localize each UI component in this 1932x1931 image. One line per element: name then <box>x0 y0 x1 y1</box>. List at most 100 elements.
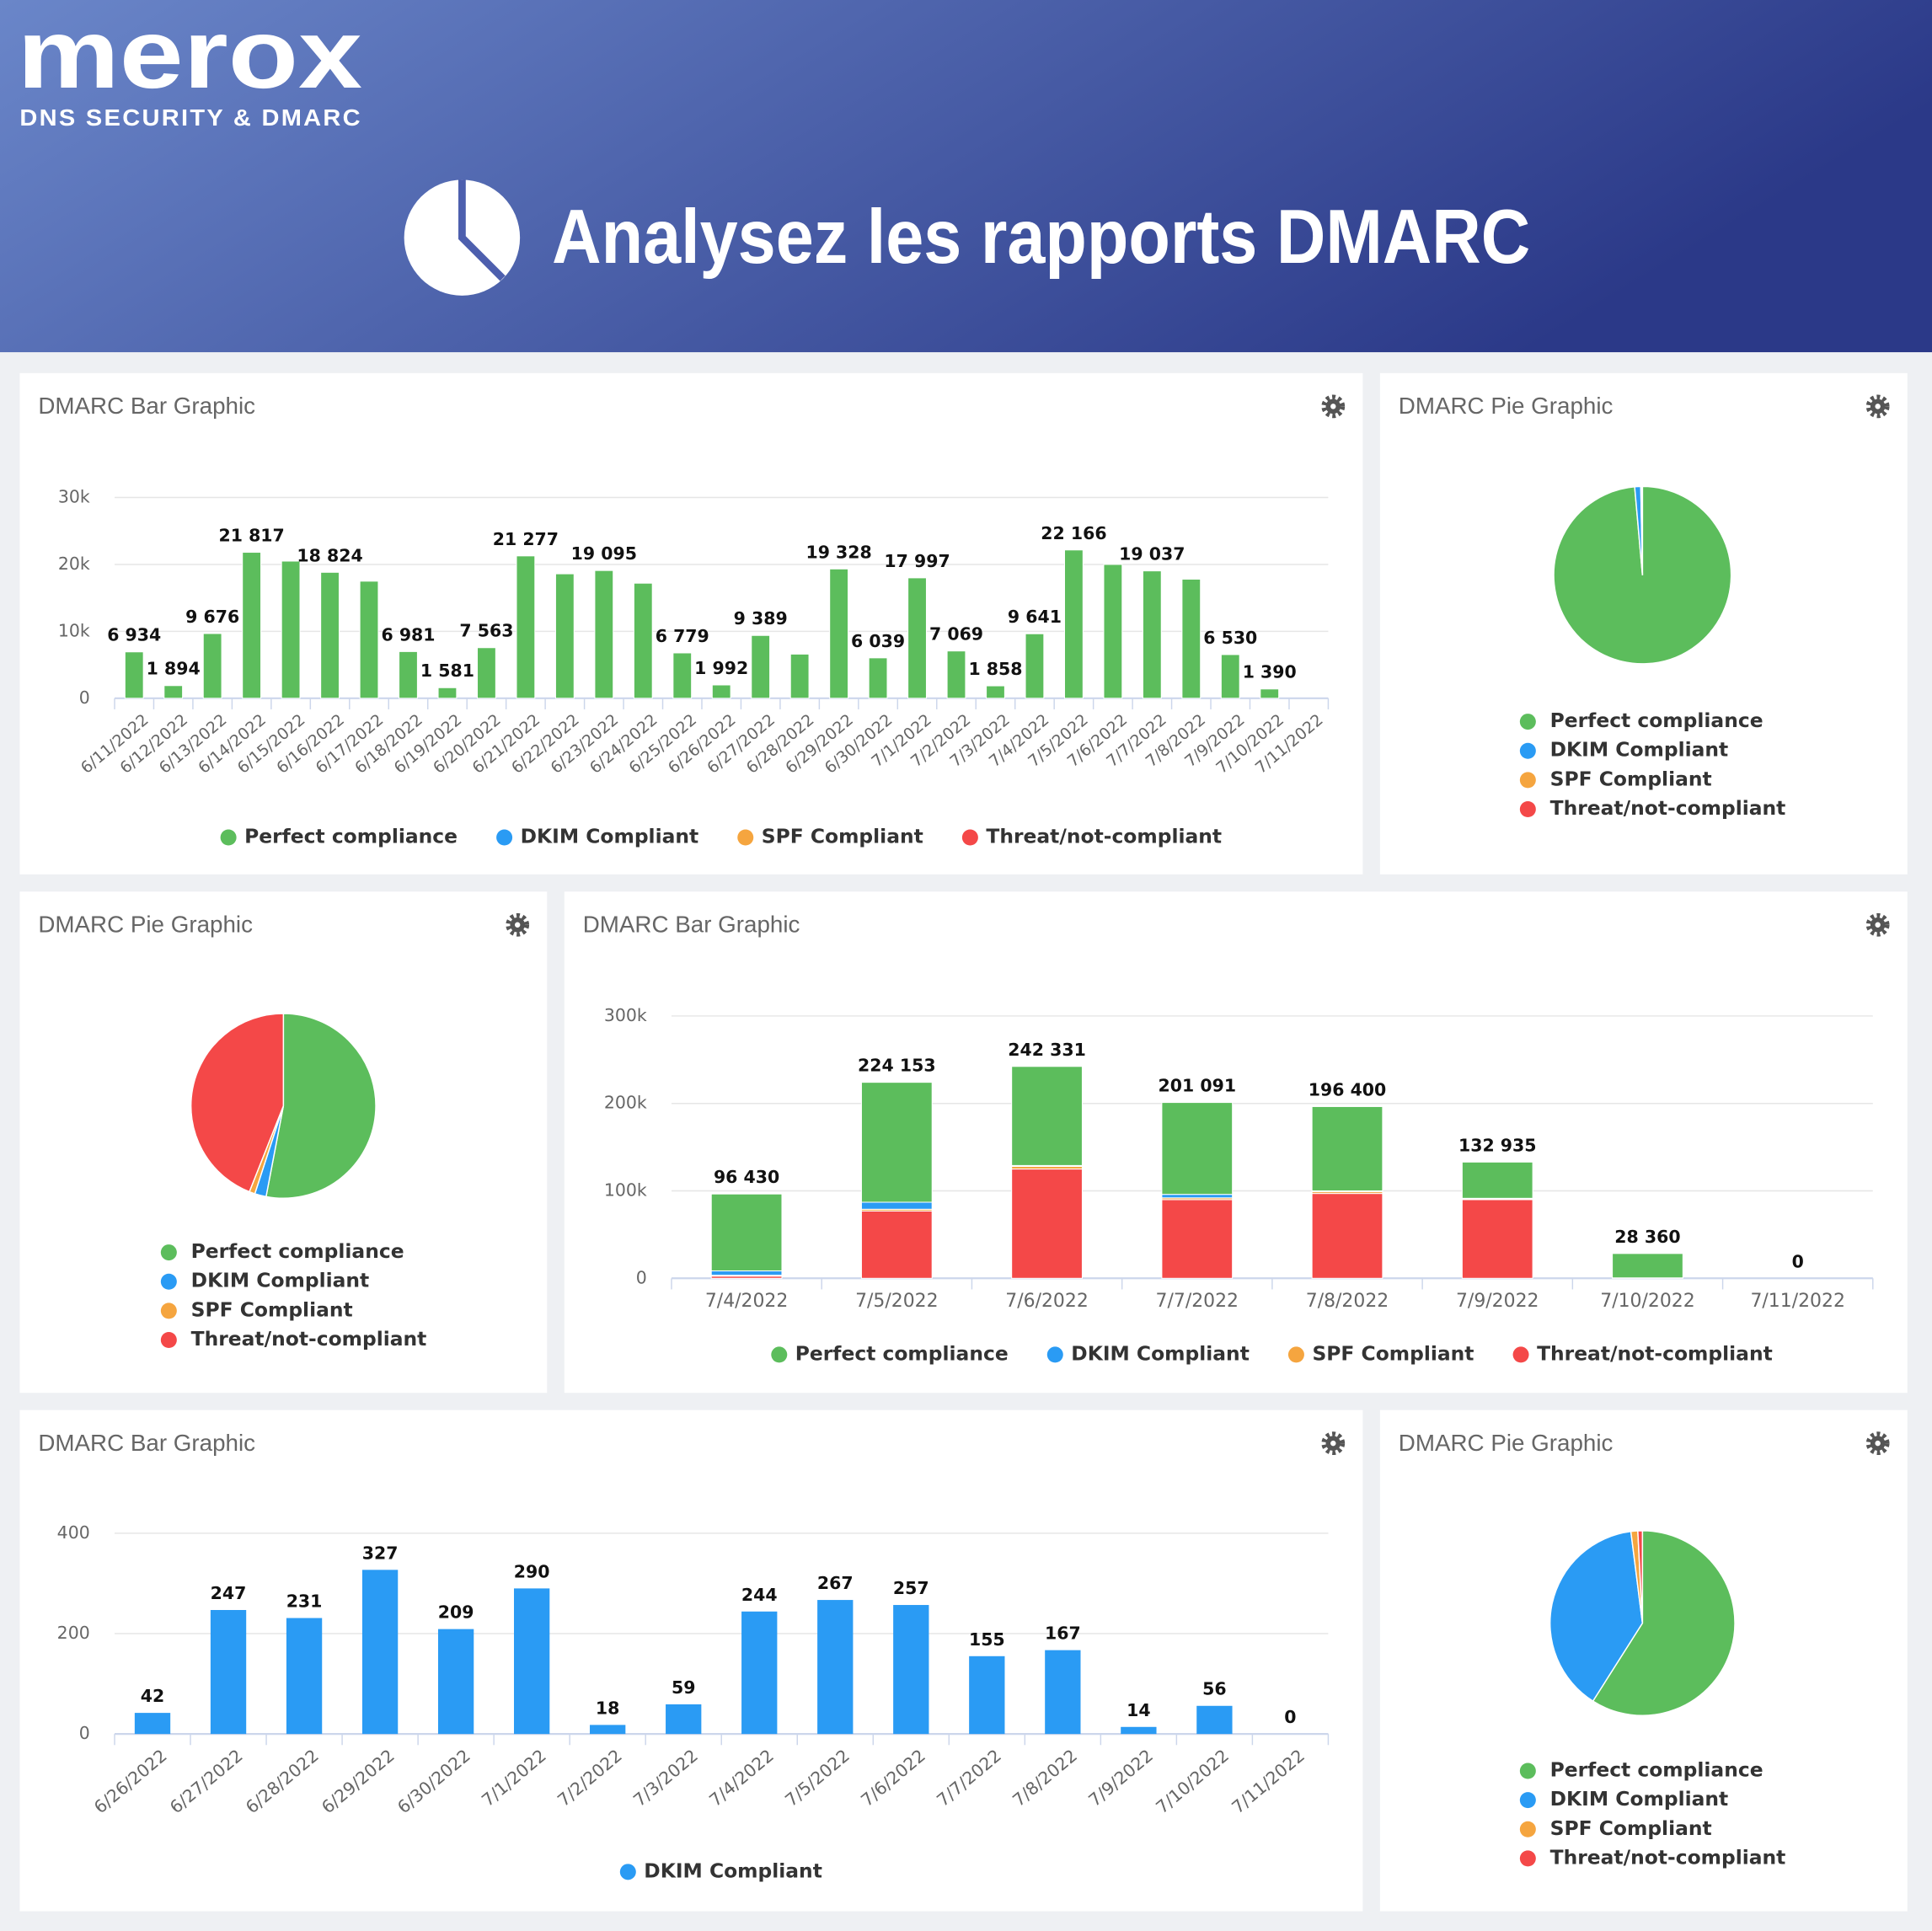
data-label: 6 981 <box>381 624 435 645</box>
pie-slice <box>265 1013 377 1199</box>
bar-segment <box>1045 1650 1081 1735</box>
bar-segment <box>817 1600 854 1735</box>
bar-segment <box>672 652 693 699</box>
data-label: 21 277 <box>493 529 559 549</box>
panel-title: DMARC Pie Graphic <box>1399 1430 1614 1456</box>
panel-title: DMARC Bar Graphic <box>583 912 800 938</box>
bar-segment <box>946 650 966 699</box>
bar-segment <box>437 687 458 699</box>
bar-segment <box>741 1611 778 1735</box>
bar-segment <box>163 685 184 699</box>
data-label: 17 997 <box>884 551 950 571</box>
data-label: 7 069 <box>929 624 983 645</box>
legend-label: Perfect compliance <box>244 824 458 848</box>
bar-segment <box>513 1588 550 1735</box>
data-label: 14 <box>1127 1700 1150 1720</box>
settings-button[interactable] <box>1865 394 1890 419</box>
panel-title: DMARC Bar Graphic <box>38 1430 255 1456</box>
data-label: 7 563 <box>459 621 513 641</box>
legend-marker <box>1519 1821 1536 1837</box>
bar-segment <box>1025 633 1045 699</box>
data-label: 201 091 <box>1159 1076 1237 1096</box>
bar-segment <box>476 647 496 699</box>
x-tick-label: 7/6/2022 <box>1005 1291 1088 1312</box>
data-label: 18 824 <box>297 545 362 565</box>
data-label: 242 331 <box>1008 1040 1086 1060</box>
legend-marker <box>160 1302 177 1319</box>
legend-label: DKIM Compliant <box>521 824 699 848</box>
bar-segment <box>751 634 771 699</box>
data-label: 18 <box>596 1698 619 1718</box>
bar-segment <box>860 1201 933 1210</box>
legend-marker <box>1519 772 1536 789</box>
legend-marker <box>1519 1850 1536 1867</box>
panel-title: DMARC Pie Graphic <box>1399 393 1614 419</box>
bar-segment <box>320 571 340 699</box>
bar-segment <box>1103 564 1123 699</box>
pie-slice <box>1549 1530 1644 1703</box>
legend-marker <box>496 829 513 846</box>
data-label: 28 360 <box>1614 1227 1680 1247</box>
pie-slice <box>1637 1530 1644 1623</box>
bar-segment <box>437 1629 474 1735</box>
bar-segment <box>1161 1102 1234 1196</box>
x-tick-label: 7/4/2022 <box>705 1291 788 1312</box>
legend-label: DKIM Compliant <box>644 1859 822 1882</box>
legend-label: DKIM Compliant <box>1071 1341 1250 1365</box>
panel-title: DMARC Bar Graphic <box>38 393 255 419</box>
legend-marker <box>1287 1346 1304 1363</box>
bar-segment <box>202 633 222 699</box>
bar-segment <box>666 1704 702 1735</box>
settings-button[interactable] <box>1865 1431 1890 1456</box>
data-label: 290 <box>514 1561 550 1581</box>
data-label: 6 779 <box>656 626 709 646</box>
bar-segment <box>516 555 536 699</box>
data-label: 209 <box>438 1602 474 1623</box>
y-tick-label: 300k <box>604 1005 647 1025</box>
legend-marker <box>160 1273 177 1290</box>
bar-segment <box>554 573 575 699</box>
legend-marker <box>1512 1346 1529 1363</box>
data-label: 132 935 <box>1458 1135 1537 1155</box>
legend-label: Threat/not-compliant <box>1537 1341 1773 1365</box>
legend-label: Threat/not-compliant <box>986 824 1222 848</box>
y-tick-label: 30k <box>58 487 90 507</box>
bar-segment <box>969 1656 1005 1735</box>
bar-segment <box>1142 570 1162 699</box>
x-tick-label: 7/9/2022 <box>1456 1291 1539 1312</box>
data-label: 96 430 <box>714 1167 779 1187</box>
legend-label: Perfect compliance <box>1550 709 1763 732</box>
logo-tagline: DNS SECURITY & DMARC <box>19 104 362 131</box>
data-label: 1 858 <box>968 659 1022 679</box>
bar-segment <box>1461 1199 1533 1279</box>
bar-segment <box>1311 1193 1383 1279</box>
bar-segment <box>399 650 418 699</box>
gear-hole <box>1875 404 1881 409</box>
bar-segment <box>361 1570 399 1735</box>
data-label: 1 894 <box>147 659 201 679</box>
gear-hole <box>1330 404 1336 409</box>
legend-label: Perfect compliance <box>191 1239 404 1263</box>
bar-segment <box>986 685 1005 699</box>
settings-button[interactable] <box>1321 394 1346 419</box>
bar-segment <box>590 1725 626 1735</box>
bar-segment <box>1011 1066 1083 1166</box>
bar-segment <box>124 651 144 699</box>
y-tick-label: 0 <box>79 1723 90 1743</box>
legend: DKIM Compliant <box>619 1859 822 1882</box>
legend-marker <box>1519 1792 1536 1809</box>
legend-label: Threat/not-compliant <box>1550 796 1786 820</box>
settings-button[interactable] <box>1321 1431 1346 1456</box>
legend-label: SPF Compliant <box>762 824 923 848</box>
data-label: 267 <box>817 1573 854 1593</box>
bar-segment <box>281 560 301 699</box>
legend-marker <box>619 1864 636 1880</box>
data-label: 167 <box>1045 1623 1081 1644</box>
data-label: 231 <box>286 1591 323 1612</box>
legend-label: DKIM Compliant <box>191 1269 370 1292</box>
data-label: 244 <box>741 1585 778 1605</box>
bar-segment <box>710 1270 783 1276</box>
bar-segment <box>1121 1726 1157 1735</box>
data-label: 19 095 <box>571 543 637 564</box>
legend-marker <box>1519 801 1536 818</box>
